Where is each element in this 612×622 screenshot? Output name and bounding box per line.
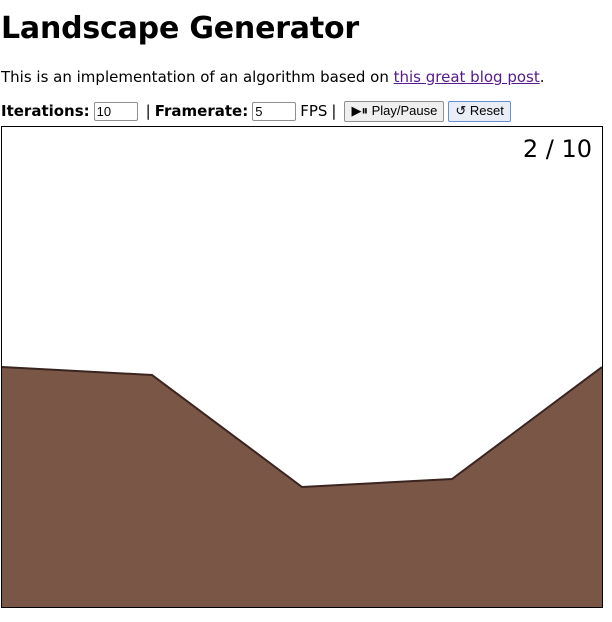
separator: | bbox=[145, 102, 151, 120]
separator-2: | bbox=[331, 102, 337, 120]
blog-post-link[interactable]: this great blog post bbox=[393, 68, 540, 86]
intro-suffix: . bbox=[539, 68, 545, 86]
reset-button[interactable]: ↺ Reset bbox=[448, 100, 511, 122]
terrain-svg bbox=[2, 366, 602, 607]
intro-prefix: This is an implementation of an algorith… bbox=[1, 68, 394, 86]
framerate-input[interactable] bbox=[252, 101, 297, 121]
iteration-counter: 2 / 10 bbox=[522, 135, 592, 163]
iterations-input[interactable] bbox=[93, 101, 138, 121]
play-pause-button[interactable]: ▶⏸ Play/Pause bbox=[344, 100, 445, 122]
intro-text: This is an implementation of an algorith… bbox=[1, 67, 545, 87]
fps-label: FPS bbox=[300, 102, 328, 120]
iterations-label: Iterations: bbox=[1, 102, 90, 120]
controls-bar: Iterations: | Framerate: FPS | ▶⏸ Play/P… bbox=[1, 99, 511, 123]
landscape-canvas: 2 / 10 bbox=[1, 126, 603, 608]
page-title: Landscape Generator bbox=[1, 11, 360, 46]
framerate-label: Framerate: bbox=[154, 102, 249, 120]
terrain-outline bbox=[2, 366, 602, 489]
